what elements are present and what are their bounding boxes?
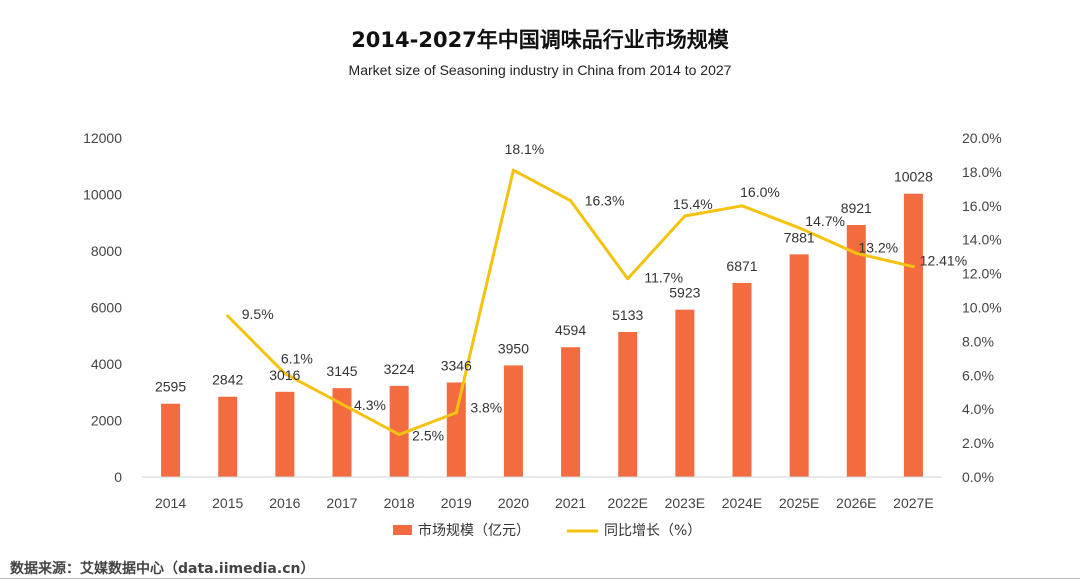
x-tick-label: 2021 <box>555 495 586 511</box>
bar-data-label: 6871 <box>726 258 757 274</box>
y-right-tick-label: 10.0% <box>962 300 1002 316</box>
x-tick-label: 2016 <box>269 495 300 511</box>
bar-data-label: 5923 <box>669 285 700 301</box>
x-tick-label: 2027E <box>893 495 933 511</box>
bar-market-size <box>618 331 638 477</box>
bar-market-size <box>789 254 809 477</box>
data-source: 数据来源：艾媒数据中心（data.iimedia.cn） <box>10 561 315 577</box>
x-tick-label: 2026E <box>836 495 876 511</box>
y-left-tick-label: 10000 <box>83 187 122 203</box>
y-left-tick-label: 2000 <box>91 413 122 429</box>
line-point-growth <box>911 265 915 269</box>
legend-label-bar: 市场规模（亿元） <box>418 522 530 539</box>
line-point-growth <box>226 314 230 318</box>
bar-market-size <box>675 309 695 477</box>
bar-data-label: 3145 <box>326 363 357 379</box>
line-data-label: 4.3% <box>354 397 386 413</box>
bar-market-size <box>275 391 295 477</box>
y-left-tick-label: 8000 <box>91 243 122 259</box>
bar-market-size <box>561 347 581 477</box>
bottom-divider <box>0 578 1080 579</box>
y-left-tick-label: 4000 <box>91 356 122 372</box>
line-point-growth <box>397 433 401 437</box>
bar-data-label: 3950 <box>498 340 529 356</box>
line-data-label: 16.0% <box>740 184 780 200</box>
bar-data-label: 4594 <box>555 322 586 338</box>
y-left-tick-label: 12000 <box>83 130 122 146</box>
chart-subtitle: Market size of Seasoning industry in Chi… <box>348 62 732 78</box>
bar-data-label: 8921 <box>841 200 872 216</box>
chart-title: 2014-2027年中国调味品行业市场规模 <box>351 28 729 52</box>
line-data-label: 14.7% <box>805 213 845 229</box>
y-right-tick-label: 0.0% <box>962 469 994 485</box>
x-tick-label: 2022E <box>607 495 647 511</box>
bar-data-label: 7881 <box>784 229 815 245</box>
x-tick-label: 2025E <box>779 495 819 511</box>
line-data-label: 2.5% <box>412 428 444 444</box>
y-right-tick-label: 8.0% <box>962 333 994 349</box>
bar-market-size <box>732 282 752 477</box>
legend-label-line: 同比增长（%） <box>604 523 701 539</box>
bar-data-label: 2842 <box>212 372 243 388</box>
line-point-growth <box>854 251 858 255</box>
bar-data-label: 5133 <box>612 307 643 323</box>
bar-market-size <box>846 224 866 477</box>
line-point-growth <box>283 372 287 376</box>
bar-market-size <box>218 396 238 477</box>
line-point-growth <box>683 214 687 218</box>
bar-market-size <box>446 382 466 477</box>
y-right-tick-label: 14.0% <box>962 232 1002 248</box>
bar-market-size <box>161 403 181 477</box>
y-right-tick-label: 12.0% <box>962 266 1002 282</box>
bar-market-size <box>903 193 923 478</box>
y-right-tick-label: 4.0% <box>962 401 994 417</box>
y-right-tick-label: 18.0% <box>962 164 1002 180</box>
line-data-label: 16.3% <box>585 193 625 209</box>
line-point-growth <box>454 411 458 415</box>
legend-swatch-bar <box>393 525 412 535</box>
bar-market-size <box>389 385 409 477</box>
line-point-growth <box>626 277 630 281</box>
line-data-label: 6.1% <box>281 351 313 367</box>
x-tick-label: 2015 <box>212 495 243 511</box>
x-tick-label: 2014 <box>155 495 186 511</box>
line-point-growth <box>340 402 344 406</box>
y-right-tick-label: 6.0% <box>962 367 994 383</box>
y-left-tick-label: 0 <box>114 469 122 485</box>
line-data-label: 11.7% <box>644 270 683 286</box>
line-point-growth <box>740 204 744 208</box>
line-data-label: 3.8% <box>470 400 502 416</box>
bar-data-label: 3346 <box>441 357 472 373</box>
bar-data-label: 10028 <box>894 169 933 185</box>
line-data-label: 13.2% <box>858 239 898 255</box>
line-point-growth <box>511 168 515 172</box>
y-left-tick-label: 6000 <box>91 300 122 316</box>
y-right-tick-label: 20.0% <box>962 130 1002 146</box>
line-data-label: 12.41% <box>920 253 967 269</box>
x-tick-label: 2024E <box>722 495 762 511</box>
line-data-label: 9.5% <box>242 306 274 322</box>
line-data-label: 18.1% <box>505 141 545 157</box>
line-point-growth <box>569 199 573 203</box>
bar-data-label: 3224 <box>384 361 415 377</box>
x-tick-label: 2023E <box>665 495 705 511</box>
x-tick-label: 2018 <box>384 495 415 511</box>
bar-data-label: 3016 <box>269 367 300 383</box>
x-tick-label: 2019 <box>441 495 472 511</box>
bar-market-size <box>332 388 352 477</box>
x-tick-label: 2020 <box>498 495 529 511</box>
line-point-growth <box>797 226 801 230</box>
bar-data-label: 2595 <box>155 379 186 395</box>
x-tick-label: 2017 <box>326 495 357 511</box>
line-data-label: 15.4% <box>673 196 713 212</box>
y-right-tick-label: 2.0% <box>962 435 994 451</box>
y-right-tick-label: 16.0% <box>962 198 1002 214</box>
bar-market-size <box>503 365 523 477</box>
